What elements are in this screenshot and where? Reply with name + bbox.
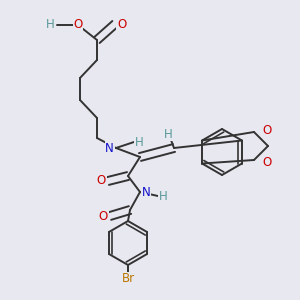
Text: O: O — [262, 124, 271, 136]
Text: H: H — [135, 136, 144, 148]
Text: O: O — [74, 19, 82, 32]
Text: Br: Br — [122, 272, 135, 286]
Text: O: O — [97, 175, 106, 188]
Text: O: O — [262, 155, 271, 169]
Text: N: N — [105, 142, 114, 154]
Text: O: O — [99, 209, 108, 223]
Text: H: H — [159, 190, 168, 202]
Text: N: N — [142, 185, 151, 199]
Text: H: H — [164, 128, 172, 140]
Text: O: O — [117, 17, 126, 31]
Text: H: H — [46, 19, 55, 32]
